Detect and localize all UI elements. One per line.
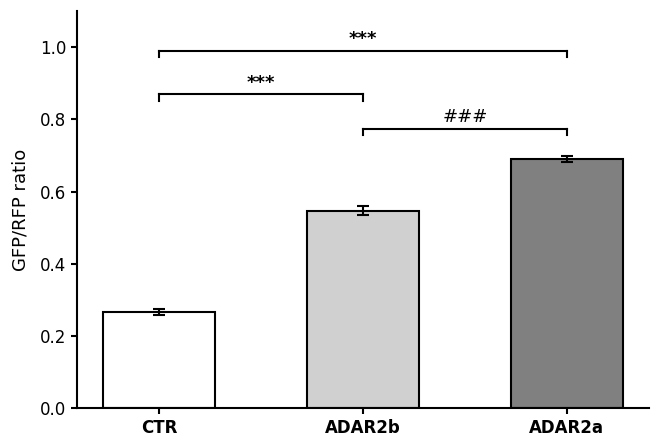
- Y-axis label: GFP/RFP ratio: GFP/RFP ratio: [11, 149, 29, 271]
- Text: ***: ***: [348, 30, 378, 48]
- Bar: [307, 211, 419, 409]
- Text: ###: ###: [442, 108, 488, 126]
- Bar: [511, 159, 623, 409]
- Bar: [103, 312, 215, 409]
- Text: ***: ***: [247, 73, 275, 92]
